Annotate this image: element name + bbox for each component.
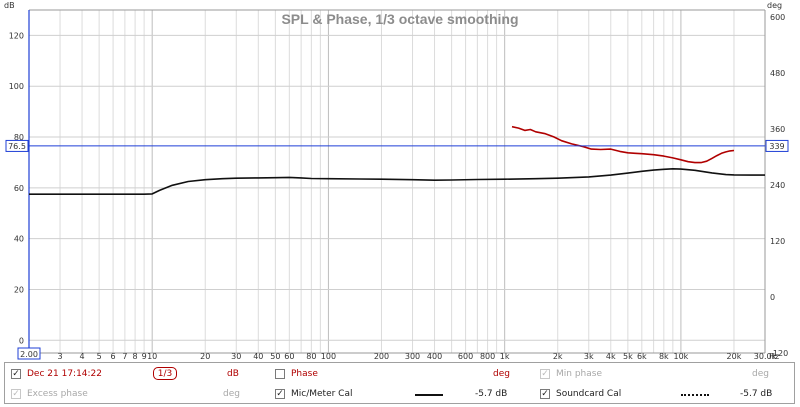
- excess-phase-checkbox[interactable]: ✓: [11, 389, 21, 399]
- plot-background: [29, 10, 765, 353]
- left-axis-unit: dB: [4, 1, 15, 10]
- cursor-right-label: 339: [769, 142, 784, 151]
- y2-tick-label: 480: [770, 69, 785, 78]
- x-axis-ticks: 2.00 3 4 5 6 7 8 9 10 20 30 40 50 60 80 100 200 300 400 600…: [17, 347, 777, 361]
- min-phase-checkbox[interactable]: ✓: [540, 369, 550, 379]
- x-tick-label: 50: [270, 352, 280, 361]
- measurement-unit: dB: [227, 369, 239, 379]
- x-tick-label: 10k: [674, 352, 689, 361]
- x-tick-label: 1k: [500, 352, 510, 361]
- x-tick-label: 4: [80, 352, 85, 361]
- x-tick-label: 60: [284, 352, 294, 361]
- soundcard-cal-checkbox[interactable]: ✓: [540, 389, 550, 399]
- series-line-phase: [511, 125, 735, 164]
- legend-row-1: ✓ Dec 21 17:14:22 1/3 dB Phase deg ✓ Min…: [5, 364, 794, 384]
- phase-checkbox[interactable]: [275, 369, 285, 379]
- x-tick-label: 100: [321, 352, 336, 361]
- series-line-spl: [29, 168, 765, 195]
- grid: [29, 10, 765, 353]
- y2-tick-label: -120: [770, 349, 788, 358]
- y-tick-label: 80: [14, 133, 24, 142]
- x-tick-label: 8k: [659, 352, 669, 361]
- y2-tick-label: 0: [770, 293, 775, 302]
- cursor-group[interactable]: 76.5 339: [5, 139, 789, 152]
- y-tick-label: 60: [14, 184, 24, 193]
- x-tick-label: 40: [253, 352, 263, 361]
- x-tick-label: 3: [57, 352, 62, 361]
- x-tick-label: 7: [122, 352, 127, 361]
- smoothing-selector[interactable]: 1/3: [153, 367, 177, 380]
- chart-title: SPL & Phase, 1/3 octave smoothing: [281, 11, 518, 27]
- x-tick-label: 5k: [623, 352, 633, 361]
- series-group: [29, 125, 765, 195]
- cursor-left-label: 76.5: [8, 142, 26, 151]
- x-tick-label: 30.0k: [754, 352, 777, 361]
- legend-panel: ✓ Dec 21 17:14:22 1/3 dB Phase deg ✓ Min…: [4, 362, 795, 404]
- y2-tick-label: 360: [770, 125, 785, 134]
- measurement-checkbox[interactable]: ✓: [11, 369, 21, 379]
- y2-tick-label: 600: [770, 13, 785, 22]
- min-phase-unit: deg: [752, 369, 769, 379]
- right-axis-unit: deg: [767, 1, 782, 10]
- legend-row-2: ✓ Excess phase deg ✓ Mic/Meter Cal -5.7 …: [5, 384, 794, 404]
- soundcard-cal-label: Soundcard Cal: [556, 389, 622, 399]
- y-tick-label: 40: [14, 235, 24, 244]
- x-tick-label: 6k: [637, 352, 647, 361]
- x-start-box[interactable]: [17, 347, 41, 360]
- mic-cal-checkbox[interactable]: ✓: [275, 389, 285, 399]
- x-tick-label: 5: [97, 352, 102, 361]
- phase-unit: deg: [493, 369, 510, 379]
- soundcard-cal-value: -5.7 dB: [740, 389, 773, 399]
- mic-cal-label: Mic/Meter Cal: [291, 389, 353, 399]
- measurement-label: Dec 21 17:14:22: [27, 369, 103, 379]
- x-tick-label: 600: [458, 352, 473, 361]
- excess-phase-unit: deg: [223, 389, 240, 399]
- x-tick-label: 9: [142, 352, 147, 361]
- x-tick-label: 3k: [584, 352, 594, 361]
- x-tick-label: 30: [231, 352, 241, 361]
- y-tick-label: 0: [19, 336, 24, 345]
- x-tick-label: 4k: [606, 352, 616, 361]
- cursor-left-box: [5, 139, 29, 152]
- mic-cal-swatch: [415, 394, 443, 396]
- y-axis-ticks: 0 20 40 60 80 100 120: [9, 31, 24, 345]
- mic-cal-value: -5.7 dB: [475, 389, 508, 399]
- y2-axis-ticks: -120 0 120 240 360 480 600: [770, 13, 788, 358]
- x-tick-label: 80: [306, 352, 316, 361]
- soundcard-cal-swatch: [681, 394, 709, 396]
- x-tick-label: 800: [480, 352, 495, 361]
- y-tick-label: 100: [9, 82, 24, 91]
- x-tick-label: 8: [133, 352, 138, 361]
- x-tick-label: 2.00: [20, 350, 38, 359]
- x-tick-label: 10: [147, 352, 157, 361]
- y-tick-label: 20: [14, 285, 24, 294]
- cursor-right-box: [765, 139, 789, 152]
- y2-tick-label: 240: [770, 181, 785, 190]
- x-tick-label: 20k: [727, 352, 742, 361]
- x-axis-unit: Hz: [769, 352, 779, 361]
- x-tick-label: 400: [427, 352, 442, 361]
- x-tick-label: 6: [111, 352, 116, 361]
- x-tick-label: 2k: [553, 352, 563, 361]
- y-tick-label: 120: [9, 31, 24, 40]
- excess-phase-label: Excess phase: [27, 389, 88, 399]
- min-phase-label: Min phase: [556, 369, 602, 379]
- x-tick-label: 20: [200, 352, 210, 361]
- x-tick-label: 200: [374, 352, 389, 361]
- phase-label: Phase: [291, 369, 318, 379]
- x-tick-label: 300: [405, 352, 420, 361]
- y2-tick-label: 120: [770, 237, 785, 246]
